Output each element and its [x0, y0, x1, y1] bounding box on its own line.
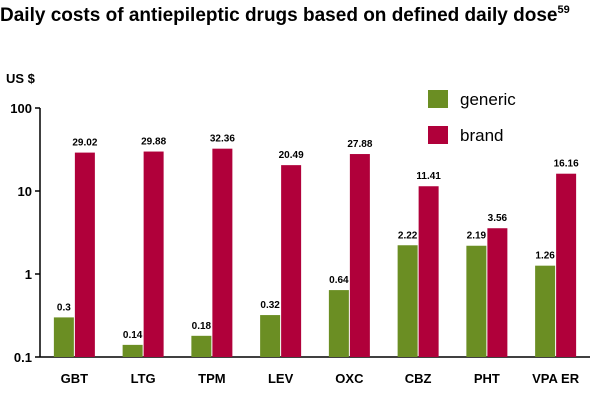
bar-generic-ltg — [122, 344, 143, 357]
bar-generic-tpm — [191, 335, 212, 357]
x-category-label: LEV — [268, 371, 294, 386]
bar-brand-vpa-er — [556, 173, 577, 357]
y-tick-label: 0.1 — [14, 350, 32, 365]
bar-brand-pht — [487, 228, 508, 357]
x-category-label: PHT — [474, 371, 500, 386]
legend-swatch-brand — [428, 126, 448, 144]
data-label-brand: 3.56 — [488, 213, 508, 224]
data-label-generic: 0.3 — [57, 302, 71, 313]
y-tick-label: 10 — [18, 184, 32, 199]
bar-generic-oxc — [328, 290, 349, 357]
bar-brand-lev — [281, 165, 302, 357]
legend-swatch-generic — [428, 90, 448, 108]
data-label-brand: 29.02 — [72, 138, 97, 149]
data-label-generic: 2.19 — [467, 231, 487, 242]
bar-brand-ltg — [143, 151, 164, 357]
bar-generic-cbz — [397, 245, 418, 357]
x-category-label: TPM — [198, 371, 225, 386]
data-label-brand: 27.88 — [347, 139, 372, 150]
y-tick-label: 100 — [10, 101, 32, 116]
x-category-label: VPA ER — [532, 371, 580, 386]
x-category-label: CBZ — [405, 371, 432, 386]
data-label-brand: 20.49 — [279, 150, 304, 161]
bar-brand-tpm — [212, 148, 233, 357]
y-tick-label: 1 — [25, 267, 32, 282]
data-label-generic: 0.64 — [329, 275, 349, 286]
data-label-brand: 11.41 — [416, 171, 441, 182]
legend-label-generic: generic — [460, 90, 516, 109]
bar-brand-gbt — [74, 152, 95, 357]
data-label-generic: 0.14 — [123, 330, 143, 341]
bar-brand-cbz — [418, 186, 439, 357]
x-category-label: LTG — [131, 371, 156, 386]
chart-title-text: Daily costs of antiepileptic drugs based… — [0, 5, 558, 26]
bar-brand-oxc — [349, 154, 370, 357]
data-label-generic: 2.22 — [398, 230, 418, 241]
data-label-generic: 0.32 — [260, 300, 280, 311]
data-label-brand: 16.16 — [554, 159, 579, 170]
bar-generic-gbt — [53, 317, 74, 357]
data-label-brand: 32.36 — [210, 134, 235, 145]
chart-title: Daily costs of antiepileptic drugs based… — [0, 4, 600, 27]
x-category-label: OXC — [335, 371, 364, 386]
bar-generic-pht — [466, 245, 487, 357]
x-category-label: GBT — [61, 371, 89, 386]
data-label-generic: 1.26 — [535, 251, 555, 262]
bar-generic-vpa-er — [535, 265, 556, 357]
y-axis-unit: US $ — [6, 71, 35, 86]
bar-generic-lev — [260, 315, 281, 357]
title-reference: 59 — [557, 4, 570, 16]
legend-label-brand: brand — [460, 126, 503, 145]
data-label-brand: 29.88 — [141, 137, 166, 148]
data-label-generic: 0.18 — [192, 321, 212, 332]
